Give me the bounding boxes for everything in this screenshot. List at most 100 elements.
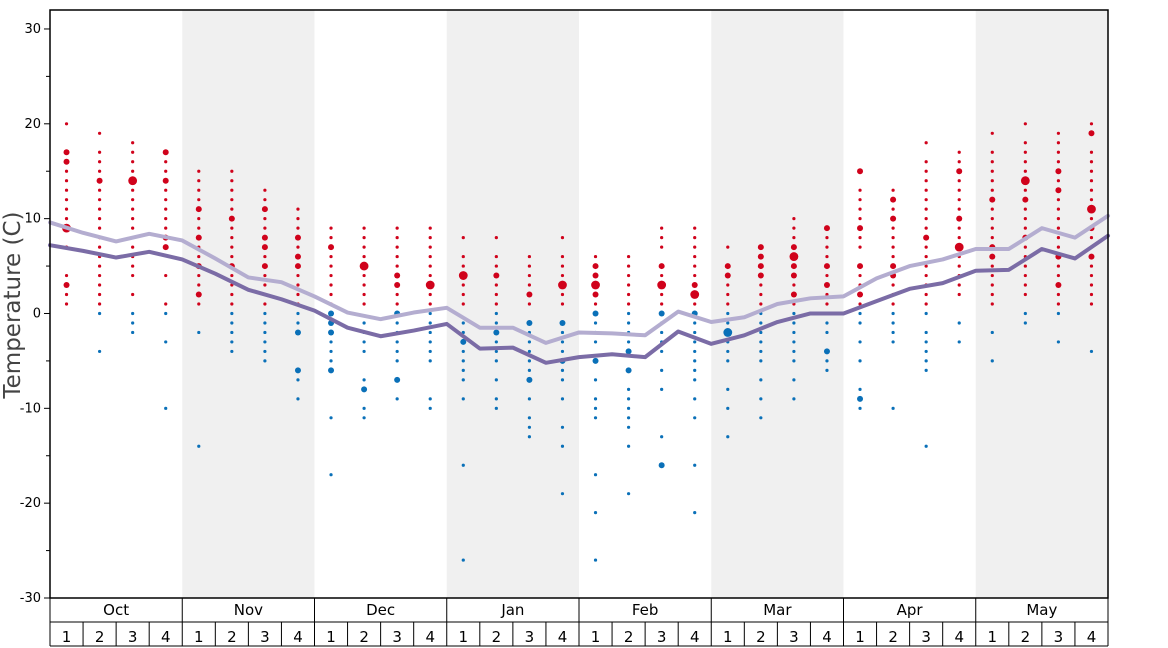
cold-point — [329, 359, 333, 363]
warm-point — [164, 226, 168, 230]
warm-point — [164, 302, 168, 306]
warm-point — [1089, 217, 1094, 221]
warm-point — [131, 245, 135, 249]
warm-point — [924, 264, 928, 268]
cold-point — [230, 349, 234, 354]
warm-point — [693, 264, 697, 268]
cold-point — [263, 359, 267, 363]
warm-point — [164, 160, 168, 164]
warm-point — [197, 226, 201, 230]
cold-point — [924, 330, 928, 335]
cold-point — [296, 378, 300, 382]
warm-point — [757, 253, 764, 260]
cold-point — [858, 321, 862, 325]
cold-point — [858, 359, 862, 363]
cold-point — [428, 321, 432, 325]
warm-point — [230, 236, 234, 240]
cold-point — [461, 397, 465, 401]
warm-point — [891, 254, 895, 259]
cold-point — [461, 378, 465, 382]
warm-point — [956, 215, 963, 222]
cold-point — [924, 368, 928, 372]
cold-point — [1023, 321, 1027, 325]
cold-point — [792, 397, 796, 401]
cold-point — [660, 387, 664, 391]
cold-point — [693, 463, 697, 467]
cold-point — [593, 321, 598, 325]
warm-point — [924, 207, 928, 211]
cold-point — [924, 444, 928, 448]
warm-point — [1089, 283, 1094, 287]
warm-point — [726, 283, 730, 287]
cold-point — [527, 359, 532, 363]
week-label: 4 — [558, 628, 568, 646]
warm-point — [230, 292, 234, 297]
warm-point — [263, 302, 267, 306]
warm-point — [759, 283, 763, 287]
warm-point — [162, 244, 169, 251]
warm-point — [591, 280, 600, 290]
warm-point — [924, 273, 928, 278]
warm-point — [131, 226, 135, 230]
y-tick-label: 30 — [24, 22, 41, 37]
warm-point — [395, 245, 399, 249]
cold-point — [924, 340, 928, 344]
cold-point — [726, 359, 730, 363]
week-label: 3 — [128, 628, 138, 646]
cold-point — [1023, 311, 1027, 316]
warm-point — [858, 217, 862, 221]
week-label: 1 — [62, 628, 72, 646]
warm-point — [1089, 179, 1094, 183]
warm-point — [461, 254, 465, 259]
warm-point — [296, 245, 300, 249]
week-label: 3 — [789, 628, 799, 646]
y-tick-label: -20 — [20, 496, 41, 511]
warm-point — [660, 273, 664, 278]
warm-point — [1056, 273, 1061, 278]
cold-point — [428, 340, 432, 344]
cold-point — [296, 321, 300, 325]
warm-point — [64, 198, 69, 202]
warm-point — [757, 244, 764, 251]
cold-point — [693, 397, 697, 401]
warm-point — [1089, 292, 1094, 297]
warm-point — [957, 264, 961, 268]
cold-point — [693, 340, 697, 344]
warm-point — [890, 196, 897, 203]
warm-point — [97, 217, 102, 221]
warm-point — [195, 291, 202, 298]
warm-point — [858, 207, 862, 211]
warm-point — [197, 179, 201, 183]
warm-point — [759, 302, 763, 306]
cold-point — [494, 378, 498, 382]
cold-point — [858, 387, 862, 391]
warm-point — [560, 264, 565, 268]
warm-point — [63, 158, 70, 165]
cold-point — [658, 310, 665, 317]
warm-point — [857, 291, 864, 298]
warm-point — [990, 150, 994, 154]
cold-point — [461, 349, 465, 354]
warm-point — [657, 280, 667, 290]
warm-point — [494, 292, 498, 297]
cold-point — [494, 349, 498, 354]
week-label: 4 — [1087, 628, 1097, 646]
warm-point — [990, 207, 994, 211]
week-label: 1 — [988, 628, 998, 646]
cold-point — [164, 406, 168, 410]
warm-point — [792, 236, 796, 240]
warm-point — [858, 245, 862, 249]
warm-point — [461, 292, 465, 297]
cold-point — [1056, 311, 1061, 316]
cold-point — [626, 387, 631, 391]
warm-point — [693, 245, 697, 249]
warm-point — [558, 280, 567, 290]
cold-point — [329, 473, 333, 477]
warm-point — [64, 207, 69, 211]
week-label: 1 — [591, 628, 601, 646]
cold-point — [362, 416, 366, 420]
warm-point — [131, 217, 135, 221]
warm-point — [1088, 253, 1095, 260]
warm-point — [660, 226, 664, 230]
